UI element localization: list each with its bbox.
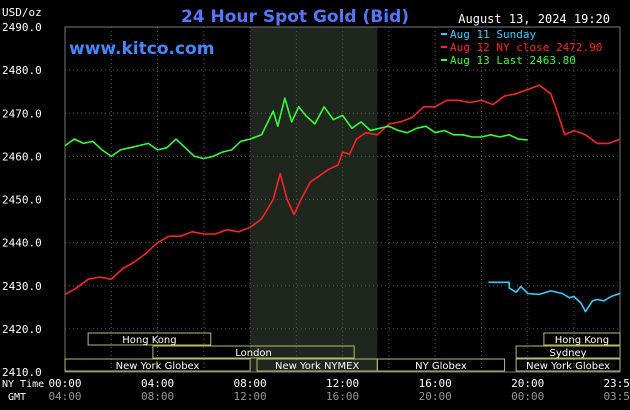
y-tick-label: 2430.0	[2, 280, 42, 293]
timestamp: August 13, 2024 19:20	[458, 12, 610, 26]
x-tick-label-ny: 00:00	[48, 377, 81, 390]
session-bar	[515, 358, 621, 372]
session-bar	[64, 358, 251, 372]
legend-entry-1: Aug 12 NY close 2472.90	[450, 41, 602, 54]
x-tick-label-gmt: 20:00	[419, 390, 452, 403]
session-label: Hong Kong	[122, 335, 176, 346]
series-line-1	[64, 84, 621, 296]
gmt-label: GMT	[8, 392, 26, 403]
axis-labels: 2490.0 2480.0 2470.0 2460.0 2450.0 2440.0 2430…	[2, 21, 630, 403]
y-tick-label: 2440.0	[2, 237, 42, 250]
session-label: New York Globex	[526, 361, 610, 372]
y-tick-label: 2490.0	[2, 21, 42, 34]
y-tick-label: 2410.0	[2, 366, 42, 379]
x-tick-label-ny: 04:00	[141, 377, 174, 390]
session-bar	[152, 345, 355, 359]
legend-entry-2: Aug 13 Last 2463.80	[450, 54, 576, 67]
y-tick-label: 2480.0	[2, 64, 42, 77]
session-label: London	[235, 348, 272, 359]
unit-label: USD/oz	[2, 6, 42, 19]
chart-title: 24 Hour Spot Gold (Bid)	[181, 7, 409, 27]
legend-entry-0: Aug 11 Sunday	[450, 28, 536, 41]
series-line-0	[488, 281, 621, 313]
y-tick-label: 2450.0	[2, 194, 42, 207]
session-label: New York Globex	[116, 361, 200, 372]
series-line-2	[64, 97, 528, 160]
x-tick-label-gmt: 12:00	[234, 390, 267, 403]
session-bars: Hong Kong Hong Kong London Sydney New York G…	[64, 332, 621, 372]
x-tick-label-ny: 16:00	[419, 377, 452, 390]
brand-watermark: www.kitco.com	[69, 39, 214, 59]
x-tick-label-gmt: 03:59	[603, 390, 630, 403]
session-bar	[376, 358, 506, 372]
y-tick-label: 2470.0	[2, 107, 42, 120]
x-tick-label-gmt: 16:00	[326, 390, 359, 403]
plot-border	[64, 26, 621, 373]
y-tick-label: 2460.0	[2, 150, 42, 163]
x-tick-label-ny: 23:59	[603, 377, 630, 390]
session-label: New York NYMEX	[275, 361, 360, 372]
x-tick-label-gmt: 00:00	[511, 390, 544, 403]
session-bar	[87, 332, 212, 346]
x-tick-label-ny: 20:00	[511, 377, 544, 390]
ny-time-label: NY Time	[2, 379, 44, 390]
series-lines	[64, 84, 621, 313]
x-tick-label-gmt: 04:00	[48, 390, 81, 403]
session-label: Sydney	[550, 348, 587, 359]
session-bar	[515, 345, 621, 359]
x-tick-label-gmt: 08:00	[141, 390, 174, 403]
y-tick-label: 2420.0	[2, 323, 42, 336]
session-label: NY Globex	[415, 361, 467, 372]
legend: Aug 11 Sunday Aug 12 NY close 2472.90 Au…	[441, 28, 602, 67]
x-tick-label-ny: 08:00	[234, 377, 267, 390]
session-label: Hong Kong	[555, 335, 609, 346]
grid-layer	[64, 26, 621, 373]
x-tick-label-ny: 12:00	[326, 377, 359, 390]
session-bar	[543, 332, 621, 346]
